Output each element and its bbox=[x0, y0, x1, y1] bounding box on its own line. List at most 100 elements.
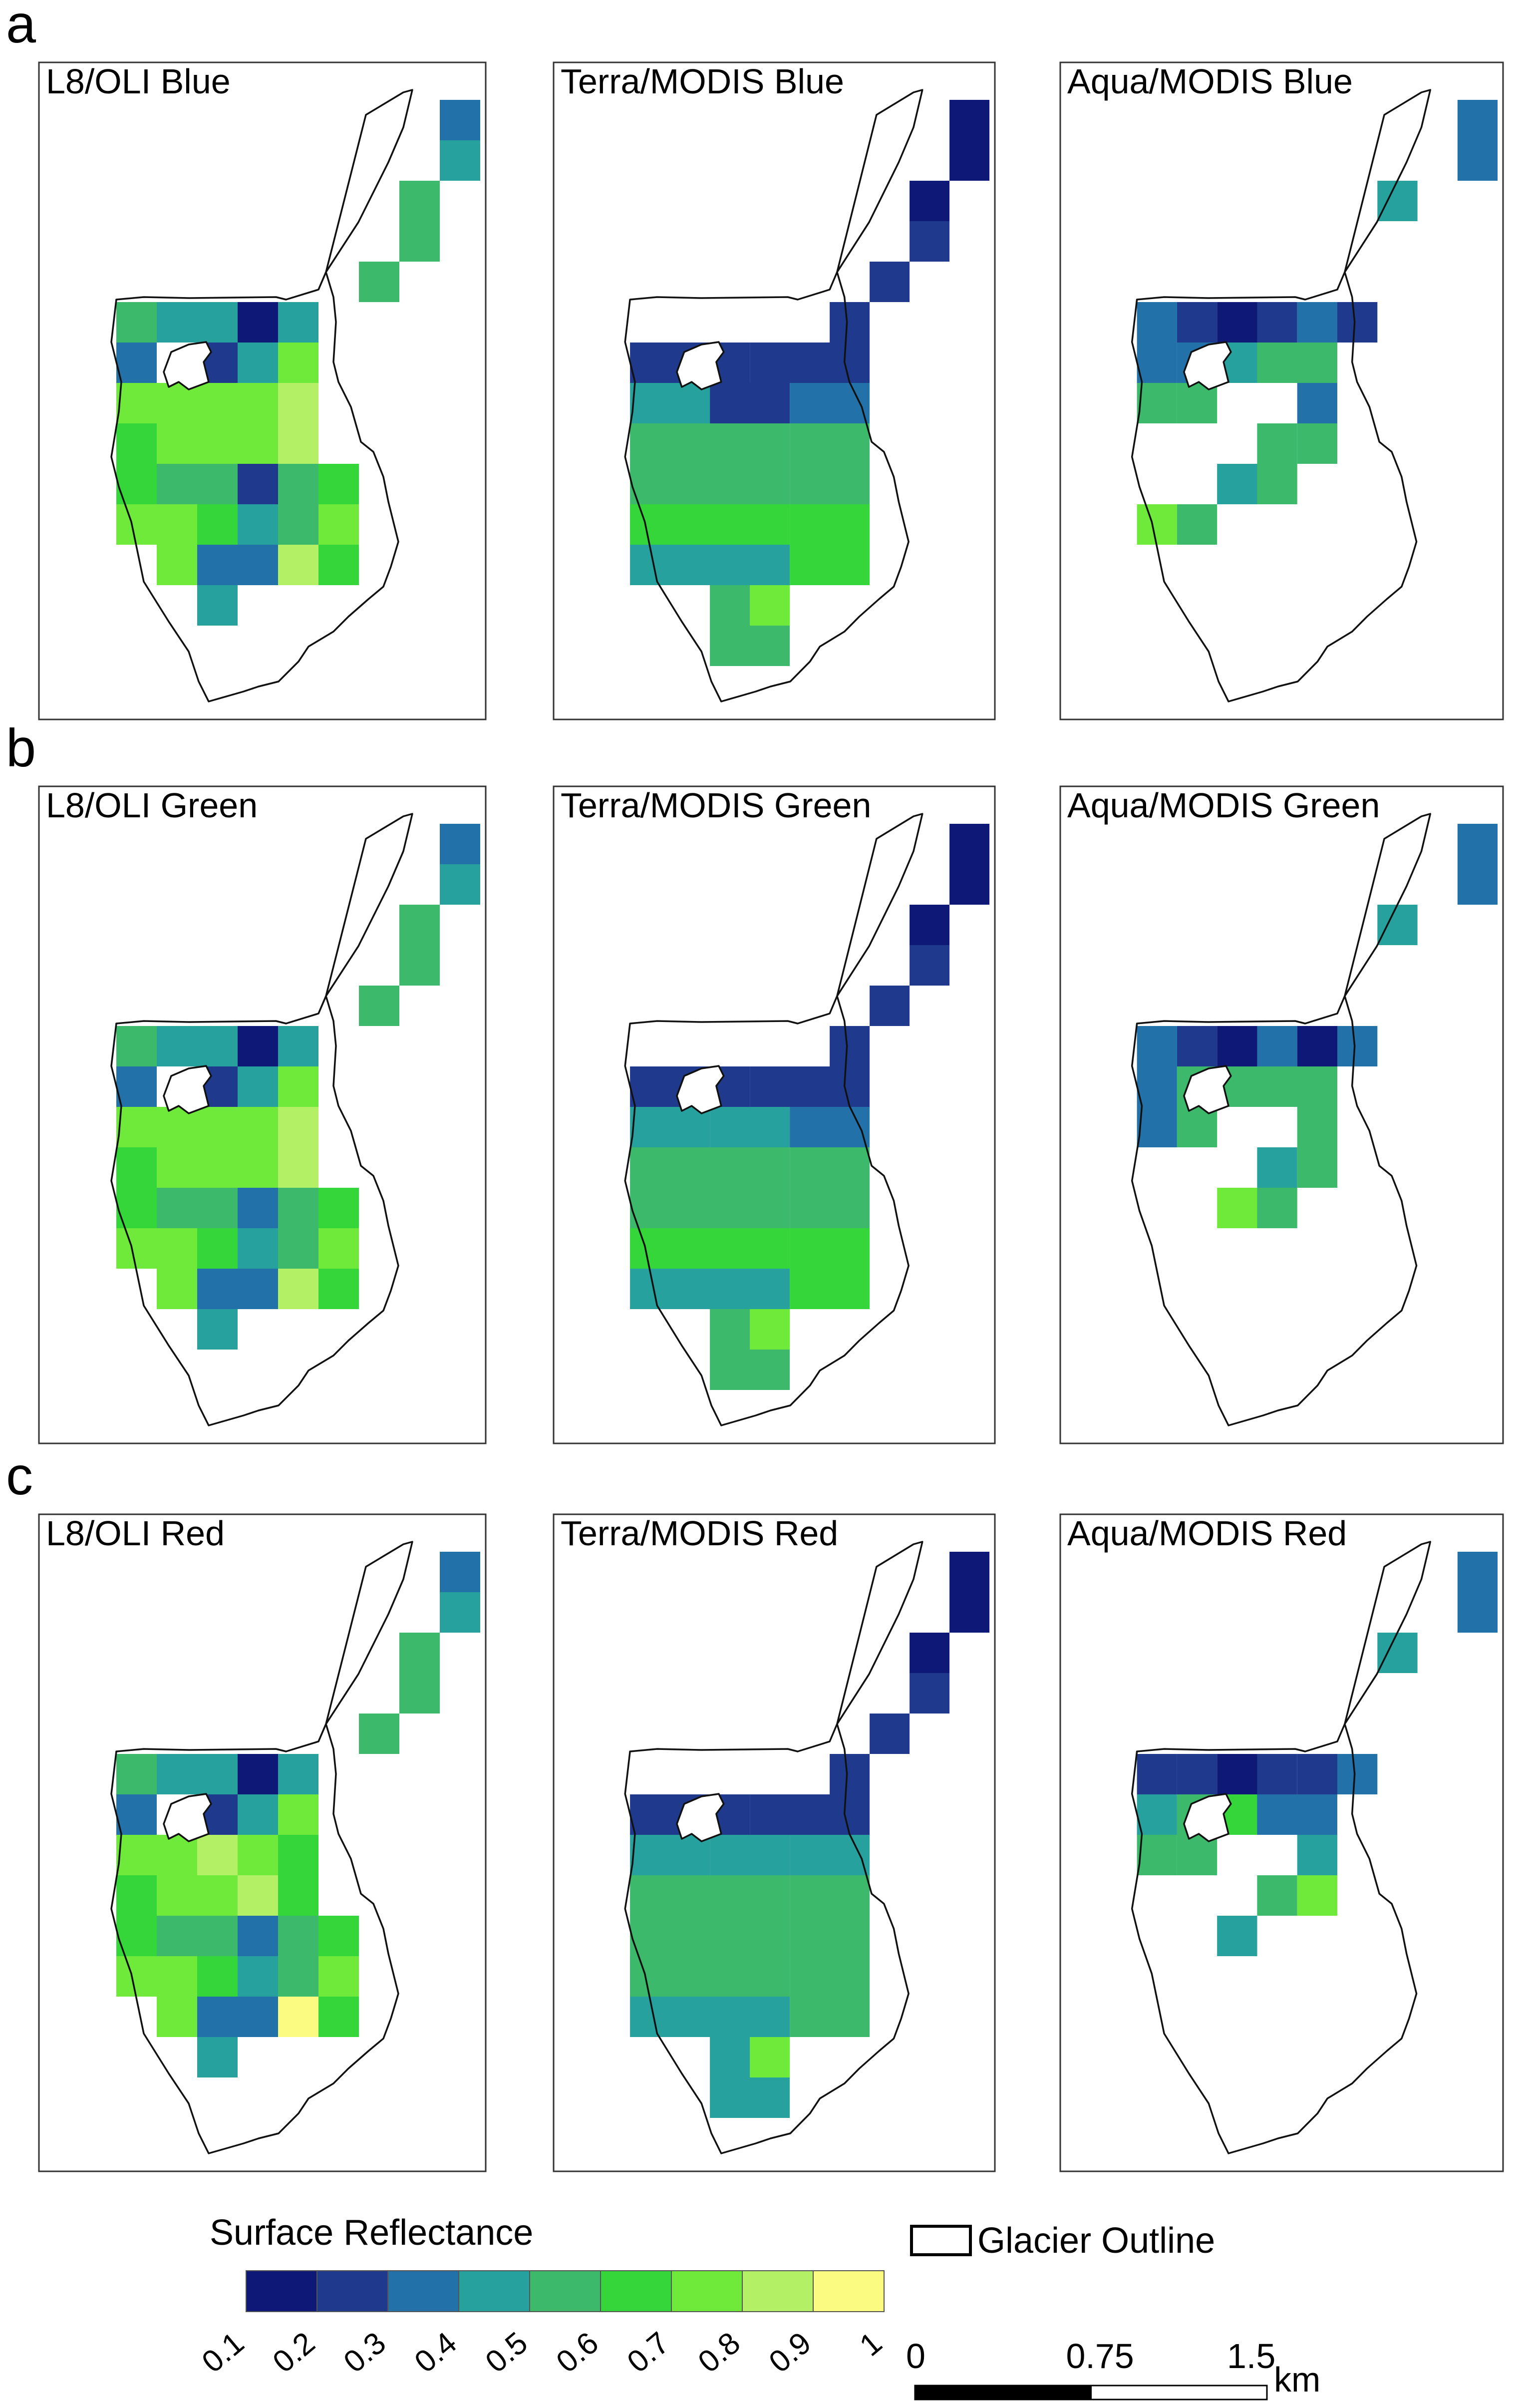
panel-b-2: Terra/MODIS Green bbox=[553, 785, 996, 1444]
scale-bar-black bbox=[914, 2385, 1092, 2401]
pixel-cell bbox=[1257, 343, 1337, 383]
pixel-grid bbox=[1137, 100, 1498, 545]
panel-title: Aqua/MODIS Red bbox=[1067, 1514, 1347, 1553]
pixel-cell bbox=[238, 504, 278, 545]
pixel-cell bbox=[1257, 464, 1297, 504]
pixel-cell bbox=[1297, 423, 1337, 464]
pixel-cell bbox=[399, 221, 440, 262]
pixel-cell bbox=[1137, 1026, 1177, 1066]
pixel-grid bbox=[630, 1552, 990, 2118]
panel-b-3: Aqua/MODIS Green bbox=[1059, 785, 1504, 1444]
pixel-cell bbox=[278, 1228, 318, 1269]
glacier-outline bbox=[624, 89, 923, 702]
pixel-cell bbox=[949, 824, 990, 905]
pixel-cell bbox=[1137, 1794, 1177, 1835]
pixel-cell bbox=[278, 1794, 318, 1835]
pixel-cell bbox=[197, 1026, 238, 1066]
pixel-cell bbox=[1257, 423, 1297, 464]
pixel-cell bbox=[910, 1633, 950, 1673]
panel-a-2: Terra/MODIS Blue bbox=[553, 61, 996, 720]
pixel-cell bbox=[278, 545, 318, 585]
pixel-cell bbox=[116, 302, 157, 343]
glacier-outline-hole bbox=[676, 1065, 725, 1114]
pixel-cell bbox=[1137, 1066, 1177, 1107]
pixel-cell bbox=[1337, 1026, 1378, 1066]
colorbar-tick-label: 0.9 bbox=[763, 2326, 818, 2380]
panel-title: Terra/MODIS Green bbox=[561, 786, 871, 825]
panel-title: L8/OLI Green bbox=[46, 786, 258, 825]
pixel-cell bbox=[157, 1754, 197, 1794]
pixel-cell bbox=[1377, 905, 1418, 945]
pixel-cell bbox=[440, 1552, 480, 1592]
pixel-cell bbox=[910, 945, 950, 986]
pixel-cell bbox=[318, 464, 359, 504]
pixel-cell bbox=[238, 423, 278, 464]
pixel-cell bbox=[790, 504, 870, 585]
panel-title: L8/OLI Blue bbox=[46, 62, 231, 101]
row-letter-c: c bbox=[6, 1445, 33, 1506]
pixel-cell bbox=[238, 1916, 278, 1956]
pixel-cell bbox=[870, 986, 910, 1026]
pixel-cell bbox=[1257, 1147, 1297, 1188]
pixel-cell bbox=[1257, 1754, 1297, 1794]
pixel-cell bbox=[630, 1875, 790, 1956]
pixel-cell bbox=[440, 864, 480, 905]
pixel-cell bbox=[399, 1673, 440, 1714]
pixel-cell bbox=[157, 464, 197, 504]
pixel-cell bbox=[197, 1188, 238, 1228]
pixel-cell bbox=[399, 945, 440, 986]
pixel-cell bbox=[1257, 1875, 1297, 1916]
pixel-cell bbox=[157, 545, 197, 585]
pixel-cell bbox=[1297, 1875, 1337, 1916]
colorbar-swatch bbox=[246, 2270, 317, 2312]
pixel-cell bbox=[197, 1269, 238, 1309]
pixel-cell bbox=[116, 423, 157, 464]
pixel-cell bbox=[1217, 464, 1257, 504]
pixel-cell bbox=[238, 1107, 278, 1147]
pixel-cell bbox=[197, 1228, 238, 1269]
pixel-cell bbox=[750, 1309, 790, 1350]
pixel-cell bbox=[910, 905, 950, 945]
pixel-cell bbox=[1297, 1026, 1337, 1066]
pixel-cell bbox=[116, 1794, 157, 1835]
pixel-cell bbox=[278, 302, 318, 343]
pixel-cell bbox=[197, 545, 238, 585]
panel-title: Aqua/MODIS Green bbox=[1067, 786, 1380, 825]
pixel-cell bbox=[1177, 1754, 1218, 1794]
panel-a-1: L8/OLI Blue bbox=[38, 61, 487, 720]
pixel-cell bbox=[238, 1269, 278, 1309]
panel-c-3: Aqua/MODIS Red bbox=[1059, 1513, 1504, 2172]
pixel-cell bbox=[116, 1754, 157, 1794]
glacier-outline bbox=[110, 813, 413, 1426]
row-letter-b: b bbox=[6, 717, 36, 778]
colorbar-tick-label: 0.5 bbox=[479, 2326, 534, 2380]
pixel-cell bbox=[197, 1754, 238, 1794]
colorbar-tick-label: 0.2 bbox=[267, 2326, 321, 2380]
colorbar-swatch bbox=[529, 2270, 601, 2312]
pixel-cell bbox=[1297, 1835, 1337, 1875]
scale-bar-tick: 0.75 bbox=[1066, 2337, 1134, 2376]
colorbar-tick-label: 1 bbox=[853, 2326, 889, 2363]
pixel-cell bbox=[1257, 1188, 1297, 1228]
pixel-cell bbox=[278, 1066, 318, 1107]
pixel-cell bbox=[157, 504, 197, 545]
pixel-cell bbox=[238, 302, 278, 343]
pixel-cell bbox=[157, 302, 197, 343]
colorbar-tick-label: 0.6 bbox=[550, 2326, 605, 2380]
pixel-cell bbox=[1137, 1835, 1177, 1875]
pixel-cell bbox=[157, 1188, 197, 1228]
pixel-cell bbox=[1377, 1633, 1418, 1673]
pixel-grid bbox=[116, 100, 480, 626]
pixel-cell bbox=[910, 221, 950, 262]
glacier-outline-hole bbox=[163, 341, 212, 390]
pixel-cell bbox=[197, 2037, 238, 2077]
pixel-cell bbox=[630, 1956, 790, 1997]
pixel-cell bbox=[278, 343, 318, 383]
pixel-cell bbox=[790, 1835, 870, 1875]
pixel-cell bbox=[238, 1794, 278, 1835]
pixel-cell bbox=[278, 1269, 318, 1309]
pixel-grid bbox=[630, 824, 990, 1390]
pixel-cell bbox=[1297, 1754, 1337, 1794]
pixel-cell bbox=[278, 423, 318, 464]
colorbar-tick-label: 0.1 bbox=[196, 2326, 251, 2380]
